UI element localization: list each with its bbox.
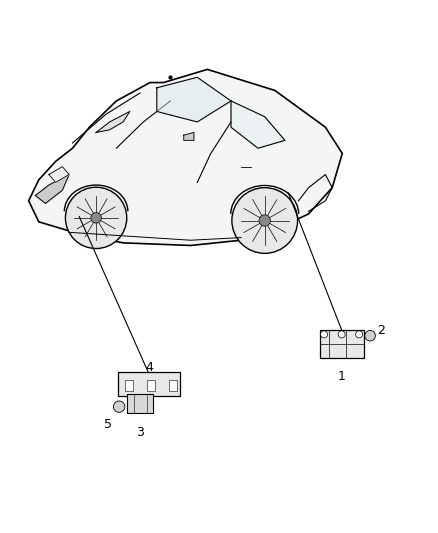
Circle shape [232,188,297,253]
Polygon shape [157,77,231,122]
Polygon shape [96,111,130,133]
Text: 3: 3 [136,426,144,439]
Circle shape [113,401,125,413]
FancyBboxPatch shape [320,330,364,359]
FancyBboxPatch shape [118,372,180,395]
Polygon shape [28,69,342,246]
Text: 2: 2 [377,324,385,337]
Text: 4: 4 [145,361,153,374]
FancyBboxPatch shape [147,381,155,391]
Circle shape [91,213,101,223]
Circle shape [338,331,345,338]
Circle shape [259,215,270,226]
Circle shape [356,331,363,338]
FancyBboxPatch shape [125,381,133,391]
Text: 1: 1 [338,369,346,383]
Circle shape [321,331,328,338]
Circle shape [365,330,375,341]
FancyBboxPatch shape [127,393,153,413]
Text: 5: 5 [104,418,112,431]
Polygon shape [184,133,194,140]
FancyBboxPatch shape [169,381,177,391]
Polygon shape [49,167,69,182]
Polygon shape [231,101,285,148]
Polygon shape [35,174,69,204]
Circle shape [65,187,127,248]
